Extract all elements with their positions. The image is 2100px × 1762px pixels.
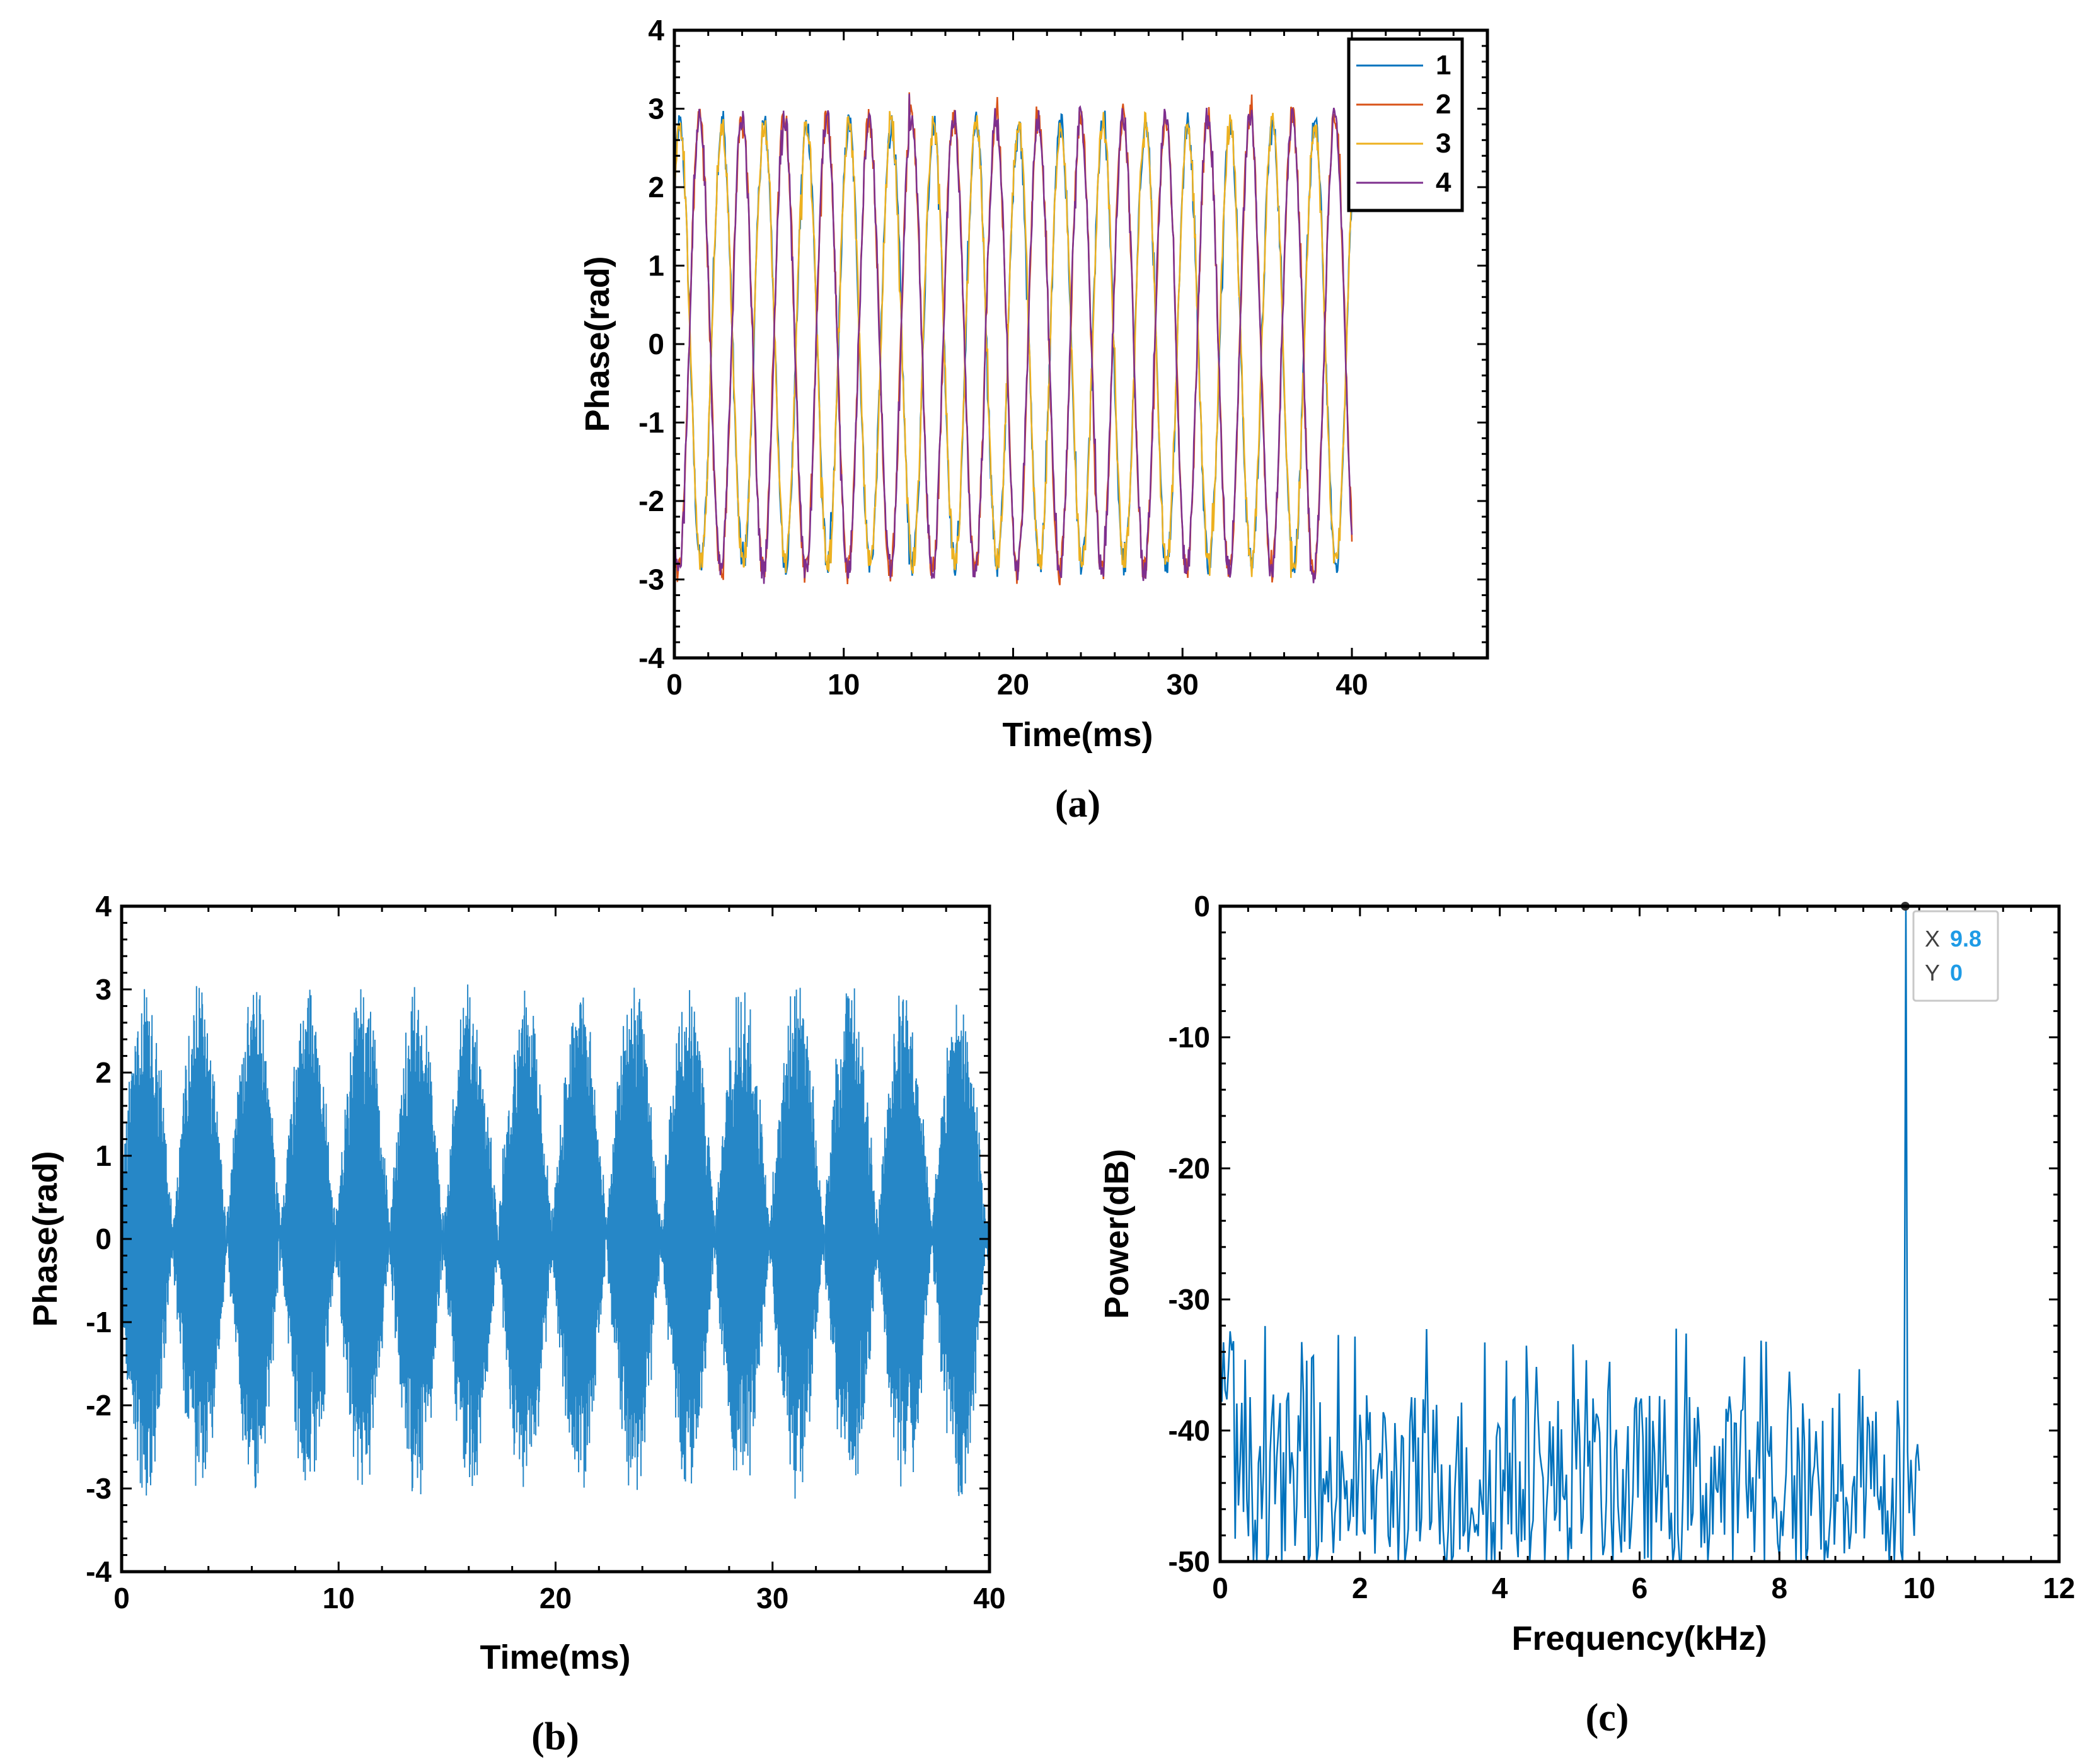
datatip-x-value: 9.8 [1950,926,1982,952]
panel-a-series-3 [673,111,1353,579]
panel-b-caption: (b) [531,1715,579,1758]
datatip-box [1912,910,1999,1002]
panel-c-axes-box [1218,904,2061,1563]
panel-a-legend: 1 2 3 4 [1347,37,1464,212]
panel-b-xtick-label: 0 [113,1582,130,1615]
legend-label-4: 4 [1436,167,1451,198]
panel-c-caption: (c) [1586,1696,1629,1739]
panel-a-series-group [673,92,1353,585]
panel-a-ytick-label: -4 [638,642,664,674]
panel-a-series-4 [673,93,1353,584]
legend-label-3: 3 [1436,128,1451,159]
panel-c-xtick-label: 10 [1903,1572,1936,1604]
panel-a-ytick-label: -2 [638,485,664,517]
panel-c-ylabel: Power(dB) [1098,1149,1136,1319]
panel-a-xlabel: Time(ms) [1002,716,1153,754]
panel-b-ytick-label: 2 [95,1056,112,1089]
panel-a-xtick-label: 0 [666,668,683,701]
panel-a-ytick-label: -1 [638,406,664,439]
panel-b-series-group [121,984,990,1499]
panel-c-xtick-label: 6 [1632,1572,1648,1604]
panel-a-caption: (a) [1055,783,1100,826]
panel-c-series-spectrum [1219,906,1920,1562]
panel-c-xtick-label: 8 [1772,1572,1788,1604]
panel-b-ytick-label: 0 [95,1223,112,1255]
panel-b-ytick-label: -2 [86,1389,112,1422]
legend-label-2: 2 [1436,89,1451,120]
panel-b-ytick-label: 4 [95,890,112,923]
panel-b-ytick-label: -3 [86,1472,112,1505]
panel-a-xtick-label: 30 [1167,668,1199,701]
panel-b-xtick-label: 10 [323,1582,355,1615]
panel-c-xtick-label: 12 [2043,1572,2075,1604]
panel-a-axes-box [672,28,1489,660]
panel-b-ytick-label: 1 [95,1139,112,1172]
panel-c-ytick-label: -40 [1168,1414,1210,1447]
panel-b-ytick-label: 3 [95,973,112,1006]
panel-b-xtick-label: 40 [973,1582,1005,1615]
panel-b-chart: 0 10 20 30 40 -4 -3 -2 -1 0 1 2 3 4 Time(ms) Phase(ra… [26,890,1006,1758]
panel-b-ylabel: Phase(rad) [26,1151,64,1327]
panel-c-xlabel: Frequency(kHz) [1511,1620,1767,1657]
panel-c-xtick-label: 4 [1492,1572,1508,1604]
panel-b-ytick-label: -4 [86,1555,112,1588]
panel-a-ytick-label: -3 [638,563,664,596]
panel-a-chart: 0 10 20 30 40 -4 -3 -2 -1 0 1 2 3 4 1 2 3 4 Time(ms) Pha… [579,14,1489,826]
legend-label-1: 1 [1436,50,1451,81]
panel-a-ytick-label: 2 [648,171,664,204]
panel-a-ytick-label: 0 [648,328,664,360]
panel-a-ylabel: Phase(rad) [579,256,616,432]
panel-a-xtick-label: 40 [1336,668,1368,701]
panel-c-ytick-label: -10 [1168,1021,1210,1054]
panel-c-ytick-label: -50 [1168,1545,1210,1578]
panel-c-xtick-label: 0 [1212,1572,1228,1604]
panel-a-ytick-label: 3 [648,93,664,125]
panel-a-xtick-label: 20 [997,668,1029,701]
panel-b-ytick-label: -1 [86,1306,112,1339]
panel-b-xtick-label: 20 [539,1582,572,1615]
panel-c-datatip[interactable]: X 9.8 Y 0 [1912,910,1999,1002]
panel-a-ytick-label: 4 [648,14,664,47]
panel-c-ytick-label: 0 [1194,890,1210,923]
panel-b-xlabel: Time(ms) [480,1638,630,1676]
panel-b-axes-box [120,904,991,1574]
panel-a-ytick-label: 1 [648,250,664,282]
datatip-x-label: X [1925,926,1940,952]
panel-b-xtick-label: 30 [756,1582,788,1615]
panel-c-chart: 0 2 4 6 8 10 12 -50 -40 -30 -20 -10 0 X 9.8 Y 0 Freq… [1098,890,2075,1739]
panel-a-xtick-label: 10 [828,668,860,701]
panel-c-xtick-label: 2 [1352,1572,1368,1604]
datatip-y-value: 0 [1950,960,1963,986]
panel-c-ytick-label: -20 [1168,1152,1210,1185]
panel-b-series-phase [121,984,990,1499]
datatip-y-label: Y [1925,960,1940,986]
panel-c-ytick-label: -30 [1168,1283,1210,1316]
